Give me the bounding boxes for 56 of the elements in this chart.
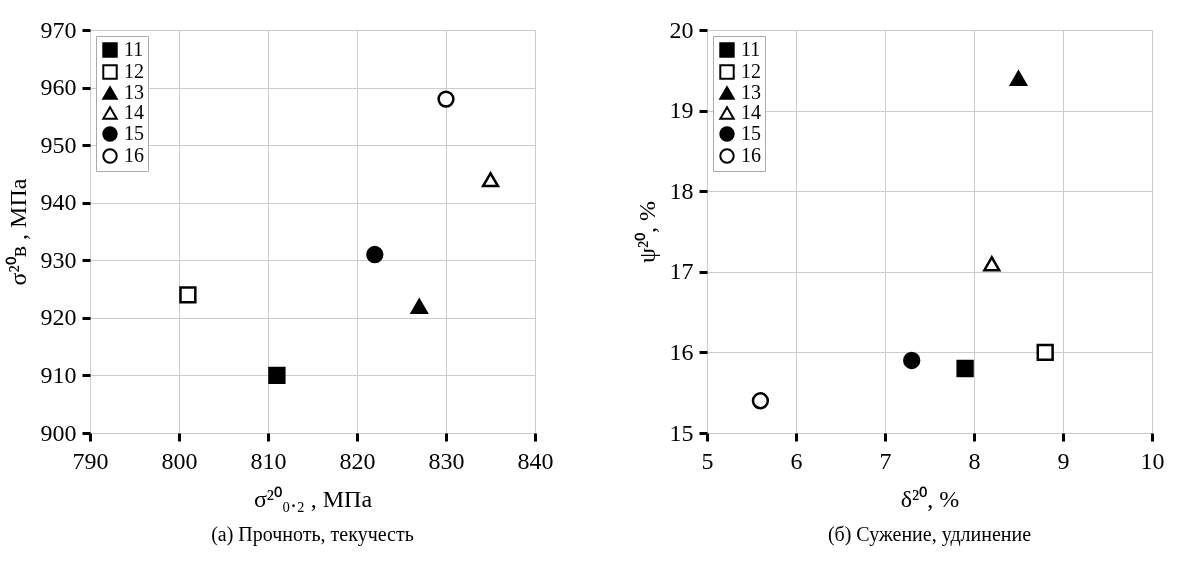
legend-label: 14 [741, 101, 761, 123]
point [751, 392, 770, 410]
y-tick-label: 930 [40, 246, 77, 273]
point [179, 286, 197, 304]
legend-label: 12 [124, 60, 144, 82]
x-tick-label: 840 [517, 447, 554, 474]
y-tick-label: 900 [40, 419, 77, 446]
point [1009, 70, 1028, 87]
legend-label: 16 [124, 144, 144, 166]
text: (б) Сужение, удлинение [827, 523, 1032, 546]
point [903, 351, 921, 370]
point [956, 359, 974, 378]
y-tick-label: 950 [40, 131, 77, 158]
x-tick-label: 800 [161, 447, 198, 474]
x-axis-title: σ²⁰₀.₂ , МПа [253, 485, 373, 512]
x-tick-label: 790 [72, 447, 109, 474]
x-tick-label: 820 [339, 447, 376, 474]
legend-label: 11 [741, 38, 761, 60]
point [437, 90, 455, 108]
y-tick-label: 940 [40, 189, 77, 216]
legend-label: 13 [124, 81, 144, 103]
y-tick-label: 960 [40, 74, 77, 101]
x-tick-label: 8 [968, 447, 981, 474]
y-tick-label: 17 [669, 258, 694, 285]
y-tick-label: 18 [669, 177, 694, 204]
legend-label: 12 [741, 60, 761, 82]
legend-label: 13 [741, 81, 761, 103]
y-tick-label: 19 [669, 97, 694, 124]
legend-label: 16 [741, 144, 761, 166]
legend-label: 15 [741, 122, 761, 144]
y-tick-label: 20 [669, 16, 694, 43]
x-tick-label: 5 [701, 447, 714, 474]
x-axis-title: δ²⁰, % [900, 485, 960, 512]
point [410, 298, 428, 315]
x-tick-label: 810 [250, 447, 287, 474]
y-tick-label: 920 [40, 304, 77, 331]
x-tick-label: 9 [1057, 447, 1070, 474]
y-tick-label: 15 [669, 419, 694, 446]
point [268, 366, 286, 385]
y-tick-label: 910 [40, 361, 77, 388]
x-tick-label: 10 [1140, 447, 1165, 474]
legend-label: 14 [124, 101, 144, 123]
y-axis-title: σ²⁰в , МПа [4, 178, 31, 286]
point [366, 245, 384, 264]
x-tick-label: 7 [879, 447, 892, 474]
legend-label: 11 [124, 38, 144, 60]
x-tick-label: 6 [790, 447, 803, 474]
point [983, 256, 1001, 272]
x-tick-label: 830 [428, 447, 465, 474]
y-axis-title: ψ²⁰, % [633, 200, 660, 264]
y-tick-label: 16 [669, 338, 694, 365]
legend-label: 15 [124, 122, 144, 144]
y-tick-label: 970 [40, 16, 77, 43]
point [1036, 343, 1054, 362]
point [481, 172, 500, 188]
text: (a) Прочноть, текучесть [211, 523, 414, 546]
